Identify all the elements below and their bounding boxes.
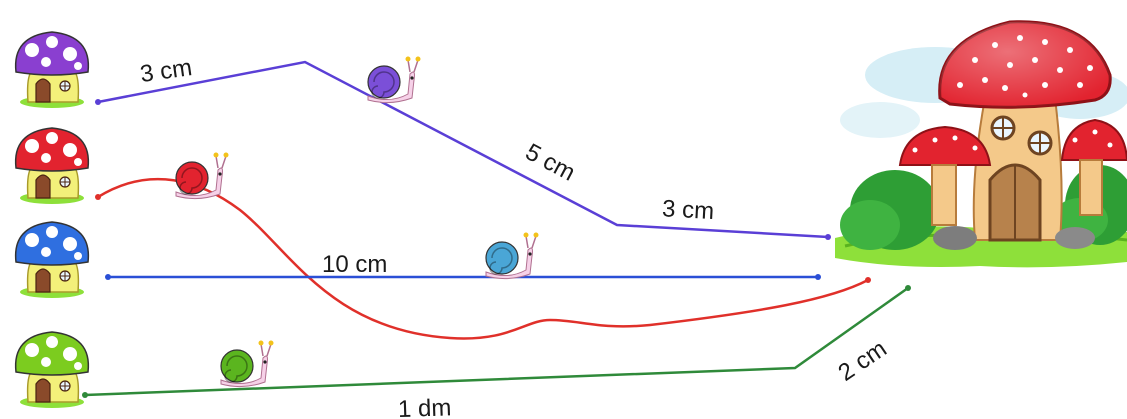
segment-label: 3 cm [661,195,714,225]
segment-label: 1 dm [398,394,452,419]
segment-label: 3 cm [138,54,193,88]
snail-icon [175,152,229,200]
mushroom-house-icon [14,31,90,108]
route-purple: 3 cm 5 cm 3 cm [95,54,831,240]
segment-label: 10 cm [322,251,387,278]
route-blue: 10 cm [105,251,821,280]
snail-icon [367,56,421,104]
segment-label: 2 cm [833,335,891,386]
snail-icon [485,232,539,280]
snail-icon [220,340,274,388]
mushroom-house-icon [14,331,90,408]
route-red [95,177,871,340]
mushroom-house-icon [14,127,90,204]
big-mushroom-house-icon [835,20,1127,268]
mushroom-house-icon [14,221,90,298]
